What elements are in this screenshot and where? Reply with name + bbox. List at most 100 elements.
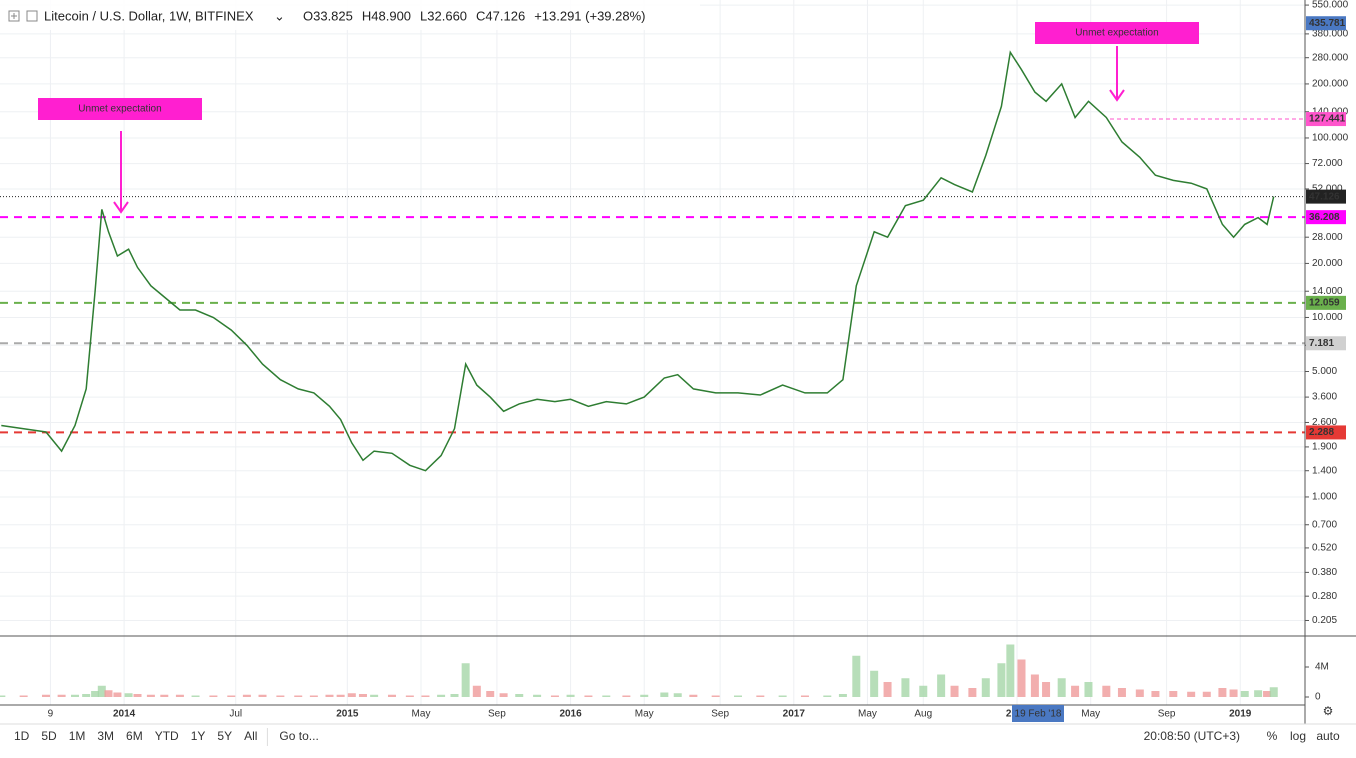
volume-bar xyxy=(800,695,809,697)
expand-icon[interactable] xyxy=(8,10,20,22)
volume-bar xyxy=(258,694,267,697)
x-tick-label: Sep xyxy=(488,709,506,720)
volume-bar xyxy=(472,685,481,697)
crosshair-label: 19 Feb '18 xyxy=(1015,709,1062,720)
y-tick-label: 0.205 xyxy=(1312,615,1337,626)
y-tick-label: 200.000 xyxy=(1312,79,1349,90)
price-badge xyxy=(1306,425,1346,440)
volume-bar xyxy=(499,693,508,697)
ohlc-value: O33.825 xyxy=(303,8,353,23)
dropdown-caret[interactable]: ⌄ xyxy=(274,8,285,23)
price-badge-label: 12.059 xyxy=(1309,298,1340,309)
ohlc-value: H48.900 xyxy=(362,8,411,23)
volume-bar xyxy=(711,695,720,697)
volume-bar xyxy=(405,695,414,697)
volume-bar xyxy=(584,695,593,697)
volume-bar xyxy=(622,695,631,697)
range-button[interactable]: YTD xyxy=(155,729,179,743)
x-tick-label: May xyxy=(635,709,654,720)
settings-icon[interactable]: ⚙ xyxy=(1323,704,1334,718)
x-tick-label: Sep xyxy=(1158,709,1176,720)
volume-bar xyxy=(41,694,50,697)
y-tick-label: 2.600 xyxy=(1312,417,1337,428)
range-button[interactable]: 1Y xyxy=(191,729,206,743)
scale-option[interactable]: auto xyxy=(1316,729,1340,743)
volume-bar xyxy=(937,674,946,697)
ohlc-value: L32.660 xyxy=(420,8,467,23)
annotation-arrowhead xyxy=(1109,89,1125,102)
volume-bar xyxy=(191,695,200,697)
volume-bar xyxy=(968,688,977,697)
volume-bar xyxy=(981,678,990,697)
price-badge xyxy=(1306,210,1346,225)
volume-bar xyxy=(1071,685,1080,697)
y-tick-label: 1.900 xyxy=(1312,442,1337,453)
range-button[interactable]: 1D xyxy=(14,729,30,743)
header-bg xyxy=(0,0,700,30)
volume-bar xyxy=(689,694,698,697)
volume-bar xyxy=(113,692,122,697)
scale-option[interactable]: log xyxy=(1290,729,1306,743)
volume-bar xyxy=(294,695,303,697)
scale-option[interactable]: % xyxy=(1267,729,1278,743)
annotation-arrowhead xyxy=(113,201,129,214)
annotations: Unmet expectation Unmet expectation xyxy=(38,22,1199,214)
volume-bar xyxy=(1006,644,1015,697)
volume-bar xyxy=(358,694,367,697)
range-button[interactable]: 6M xyxy=(126,729,143,743)
volume-bar xyxy=(823,695,832,697)
annotation-text: Unmet expectation xyxy=(78,104,161,115)
collapse-icon[interactable] xyxy=(26,10,38,22)
range-button[interactable]: 5Y xyxy=(217,729,232,743)
range-button[interactable]: All xyxy=(244,729,257,743)
toolbar: 1D 5D 1M 3M 6M YTD 1Y 5Y All Go to... 20:08:50 (UT… xyxy=(14,728,1340,746)
annotation-box xyxy=(38,98,202,120)
volume-bar xyxy=(515,694,524,697)
range-button[interactable]: 5D xyxy=(41,729,57,743)
volume-bar xyxy=(1030,674,1039,697)
x-tick-label: Aug xyxy=(914,709,932,720)
y-tick-label: 1.400 xyxy=(1312,465,1337,476)
price-badge-label: 435.781 xyxy=(1309,18,1346,29)
price-badge xyxy=(1306,112,1346,127)
y-tick-label: 100.000 xyxy=(1312,133,1349,144)
price-line xyxy=(1,50,1275,472)
axes: 550.000 380.000 280.000 200.000 140.000 100.0… xyxy=(48,0,1349,722)
volume-bar xyxy=(97,685,106,697)
volume-bar xyxy=(602,695,611,697)
y-tick-label: 52.000 xyxy=(1312,184,1343,195)
volume-bar xyxy=(852,655,861,697)
y-tick-label: 28.000 xyxy=(1312,232,1343,243)
volume-bar xyxy=(242,694,251,697)
range-button[interactable]: 3M xyxy=(97,729,114,743)
clock: 20:08:50 (UTC+3) xyxy=(1144,729,1240,743)
volume-bar xyxy=(309,695,318,697)
y-tick-label: 0.700 xyxy=(1312,519,1337,530)
volume-bar xyxy=(1102,685,1111,697)
goto-button[interactable]: Go to... xyxy=(279,729,318,743)
crosshair-badge xyxy=(1012,705,1064,722)
y-tick-label: 550.000 xyxy=(1312,0,1349,11)
volume-bar xyxy=(997,663,1006,697)
volume-bar xyxy=(175,694,184,697)
volume-bar xyxy=(1269,687,1278,697)
chart-title[interactable]: Litecoin / U.S. Dollar, 1W, BITFINEX xyxy=(44,8,254,23)
volume-bar xyxy=(19,695,28,697)
price-badge-label: 47.126 xyxy=(1309,191,1340,202)
x-tick-label: May xyxy=(412,709,431,720)
volume-bar xyxy=(550,695,559,697)
volume-bar xyxy=(1229,689,1238,697)
volume-bar xyxy=(660,692,669,697)
y-tick-label: 280.000 xyxy=(1312,52,1349,63)
volume-bar xyxy=(1263,691,1272,697)
volume-pane xyxy=(0,644,1278,697)
volume-bar xyxy=(533,694,542,697)
volume-bar xyxy=(1135,689,1144,697)
volume-bar xyxy=(883,682,892,697)
range-button[interactable]: 1M xyxy=(69,729,86,743)
volume-bar xyxy=(347,693,356,697)
volume-bar xyxy=(336,694,345,697)
volume-bar xyxy=(91,691,100,697)
